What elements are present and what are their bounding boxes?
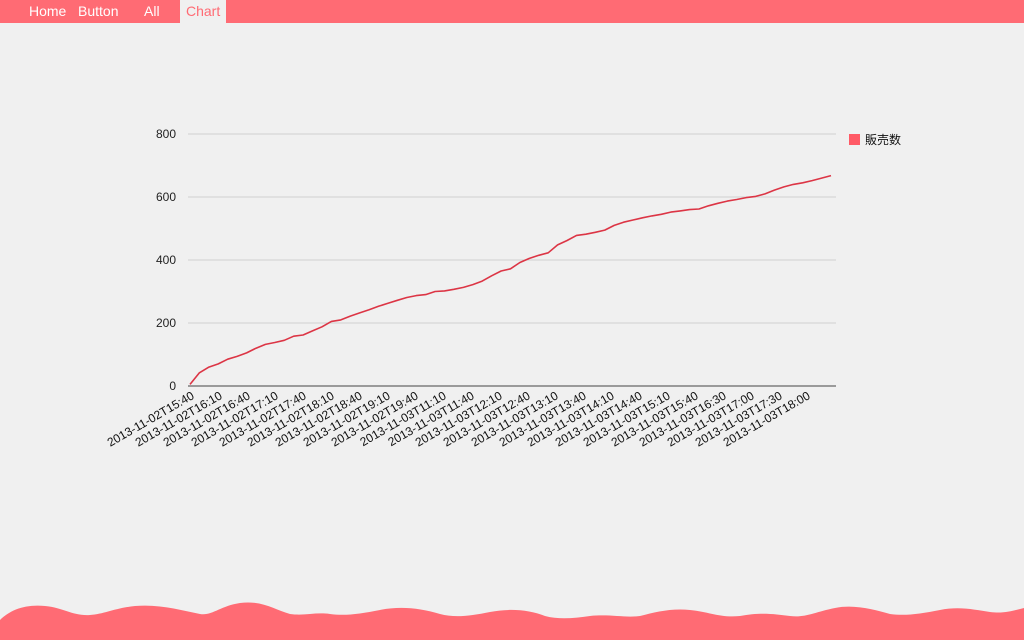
chart-gridlines: [188, 133, 836, 387]
nav-home[interactable]: Home: [29, 3, 67, 19]
series-line-sales: [189, 174, 832, 385]
y-tick-label: 0: [169, 379, 176, 393]
series-layer: [189, 174, 832, 385]
y-tick-label: 800: [156, 127, 176, 141]
sales-line-chart: 0 200 400 600 800 2013-11-02T15:402013-11-02…: [105, 127, 901, 450]
chart-legend: 販売数: [849, 132, 901, 147]
y-tick-label: 200: [156, 316, 176, 330]
y-tick-label: 400: [156, 253, 176, 267]
y-axis-ticks: 0 200 400 600 800: [156, 127, 176, 393]
decorative-cloud-footer: [0, 602, 1024, 640]
top-nav-bar: Home Button All Chart: [0, 0, 1024, 23]
nav-chart[interactable]: Chart: [180, 0, 227, 23]
legend-swatch-sales: [849, 134, 860, 145]
nav-all[interactable]: All: [144, 3, 160, 19]
nav-button[interactable]: Button: [78, 3, 119, 19]
x-axis-ticks: 2013-11-02T15:402013-11-02T16:102013-11-…: [105, 388, 813, 449]
legend-label-sales: 販売数: [865, 132, 901, 147]
y-tick-label: 600: [156, 190, 176, 204]
